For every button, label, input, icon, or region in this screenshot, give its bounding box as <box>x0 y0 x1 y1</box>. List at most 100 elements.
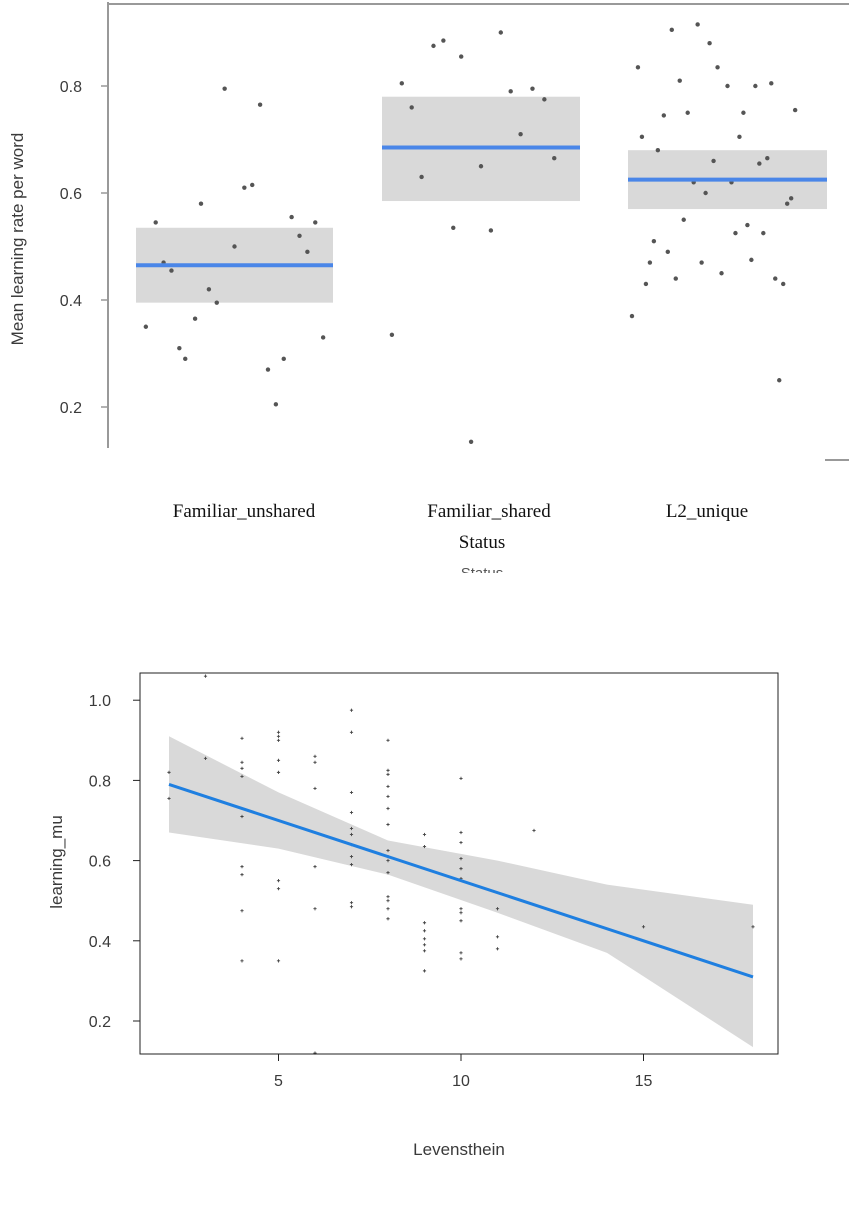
data-point <box>349 832 354 837</box>
y-tick-label: 0.6 <box>89 854 111 871</box>
data-point-l2-unique <box>745 222 750 228</box>
regression-line <box>168 782 754 979</box>
data-point-familiar-shared <box>530 86 535 91</box>
data-point <box>349 790 354 795</box>
data-point <box>495 907 500 911</box>
data-point <box>386 822 390 827</box>
data-point <box>459 919 463 923</box>
data-point-l2-unique <box>777 378 782 383</box>
data-point <box>386 848 390 853</box>
data-point-familiar-unshared <box>289 214 294 220</box>
data-point <box>422 844 427 849</box>
data-point <box>459 840 463 845</box>
y-tick-label: 0.8 <box>60 79 82 96</box>
y-tick-label: 0.2 <box>60 400 82 417</box>
data-point-familiar-unshared <box>305 249 310 255</box>
data-point <box>422 943 427 947</box>
data-point-familiar-unshared <box>257 102 263 107</box>
confidence-band-area <box>169 736 753 1048</box>
data-point-familiar-shared <box>419 174 424 180</box>
data-point-familiar-unshared <box>313 220 318 225</box>
data-point-l2-unique <box>629 313 635 319</box>
data-point <box>422 949 427 953</box>
y-axis-ticks: 0.2 0.4 0.6 0.8 <box>60 79 108 417</box>
data-point-familiar-shared <box>542 97 547 102</box>
data-point-familiar-shared <box>468 439 474 444</box>
data-point-familiar-unshared <box>206 287 212 292</box>
data-point-familiar-unshared <box>153 220 158 225</box>
data-point-l2-unique <box>715 65 720 70</box>
group-points <box>143 22 798 444</box>
data-point <box>386 768 390 772</box>
group-ci-bands <box>136 96 827 303</box>
data-point-familiar-unshared <box>250 182 255 188</box>
data-point-l2-unique <box>707 41 712 46</box>
data-point-familiar-shared <box>459 54 464 59</box>
data-point <box>349 863 354 867</box>
data-point-l2-unique <box>753 83 758 89</box>
data-point <box>641 925 646 929</box>
data-point <box>167 796 171 801</box>
data-point <box>459 867 463 871</box>
data-point-l2-unique <box>737 134 742 140</box>
data-point <box>240 873 244 877</box>
data-point <box>459 951 463 955</box>
data-point-l2-unique <box>669 27 674 33</box>
x-tick-label: 15 <box>635 1073 653 1090</box>
data-point <box>386 794 390 799</box>
data-point <box>386 772 390 776</box>
data-point-familiar-unshared <box>169 268 174 273</box>
data-point-familiar-unshared <box>198 201 204 206</box>
data-point-l2-unique <box>651 238 657 244</box>
data-point-l2-unique <box>773 276 778 281</box>
data-point <box>386 784 390 789</box>
y-tick-label: 0.6 <box>60 186 82 203</box>
data-point <box>240 736 244 740</box>
data-point-familiar-shared <box>552 156 557 161</box>
data-point-familiar-shared <box>399 81 404 86</box>
status-chart: 0.2 0.4 0.6 0.8 Mean learning rate per word… <box>8 2 849 573</box>
data-point-familiar-unshared <box>192 316 198 321</box>
data-point <box>313 760 317 764</box>
data-point <box>313 786 317 791</box>
data-point-familiar-shared <box>409 105 414 110</box>
data-point <box>313 754 317 758</box>
data-point <box>240 766 244 770</box>
data-point-l2-unique <box>741 110 746 115</box>
data-point-l2-unique <box>699 260 704 265</box>
data-point <box>349 901 354 905</box>
data-point-l2-unique <box>655 148 661 153</box>
data-point <box>386 859 390 863</box>
data-point-familiar-unshared <box>177 345 182 351</box>
data-point-familiar-unshared <box>214 300 219 305</box>
data-point <box>349 826 354 831</box>
data-point-l2-unique <box>719 271 724 276</box>
data-point-familiar-shared <box>431 43 436 49</box>
data-point-familiar-shared <box>441 38 446 43</box>
category-label-familiar-shared: Familiar_shared <box>427 501 551 522</box>
data-point-l2-unique <box>661 113 667 118</box>
data-point-l2-unique <box>761 230 766 236</box>
data-point <box>459 911 463 915</box>
y-tick-label: 0.2 <box>89 1014 111 1031</box>
x-axis-title: Status <box>459 532 505 553</box>
data-point <box>349 730 354 734</box>
data-point-familiar-unshared <box>232 244 237 249</box>
data-point-familiar-unshared <box>265 367 271 372</box>
data-point <box>422 929 427 933</box>
data-point <box>240 760 244 764</box>
data-point <box>386 917 390 921</box>
data-point <box>276 738 281 742</box>
category-label-familiar-unshared: Familiar_unshared <box>173 501 316 522</box>
data-point <box>459 830 463 835</box>
data-point-l2-unique <box>757 161 762 166</box>
data-point <box>386 895 390 899</box>
data-point-familiar-unshared <box>297 233 302 238</box>
data-point-l2-unique <box>647 260 653 265</box>
data-point <box>276 758 281 762</box>
data-point-l2-unique <box>695 22 700 27</box>
data-point-l2-unique <box>781 281 786 287</box>
x-axis-ticks: 5 10 15 <box>274 1054 653 1090</box>
y-axis-title: Mean learning rate per word <box>8 133 27 346</box>
data-point-familiar-shared <box>508 89 513 94</box>
